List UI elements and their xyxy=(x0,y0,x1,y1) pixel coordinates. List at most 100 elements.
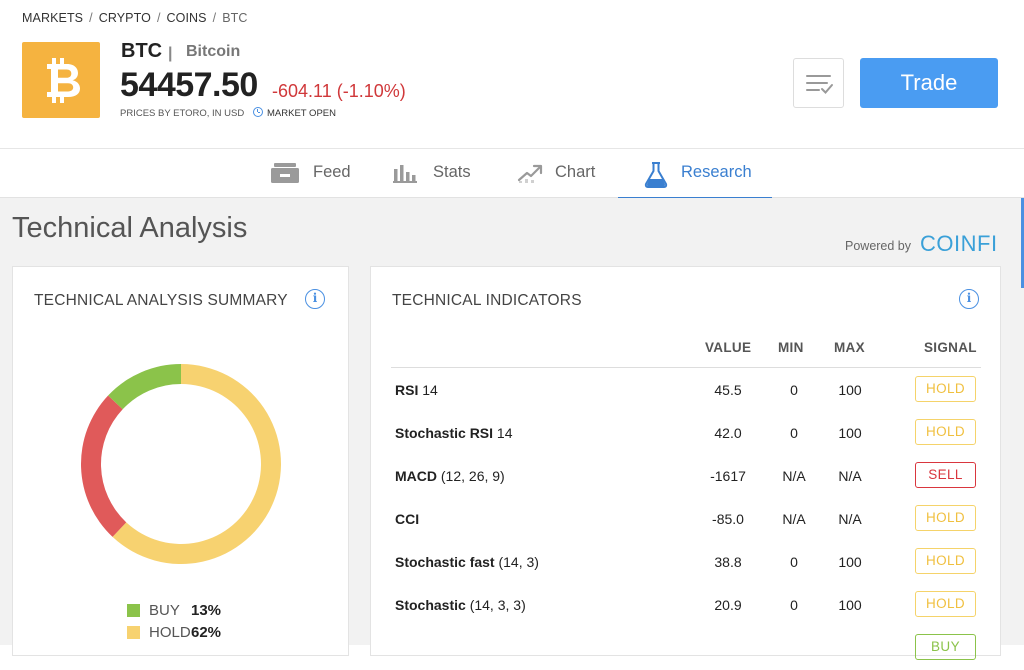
tab-feed-label: Feed xyxy=(313,163,351,181)
indicator-value: -85.0 xyxy=(712,511,744,527)
legend-swatch-buy xyxy=(127,604,140,617)
signal-badge: BUY xyxy=(915,634,976,660)
tab-stats[interactable]: Stats xyxy=(393,149,483,198)
price-change: -604.11 (-1.10%) xyxy=(272,81,406,101)
clock-icon xyxy=(253,107,263,117)
table-row: RSI 14 45.5 0 100 HOLD xyxy=(371,369,1002,412)
indicator-max: 100 xyxy=(838,382,862,398)
analysis-summary-card: TECHNICAL ANALYSIS SUMMARY i BUY 13% HOL… xyxy=(12,266,349,656)
feed-icon xyxy=(271,163,299,183)
indicator-name-main: Stochastic RSI xyxy=(395,425,494,441)
bitcoin-logo-icon xyxy=(22,42,100,118)
tab-feed[interactable]: Feed xyxy=(270,149,360,198)
flask-icon xyxy=(644,162,668,188)
tab-chart-label: Chart xyxy=(555,163,596,181)
breadcrumb-btc: BTC xyxy=(222,11,248,25)
signal-badge: SELL xyxy=(915,462,976,488)
indicator-name-main: MACD xyxy=(395,468,437,484)
trade-button[interactable]: Trade xyxy=(860,58,998,108)
indicator-max: N/A xyxy=(838,468,862,484)
table-divider xyxy=(391,367,981,368)
indicator-min: 0 xyxy=(790,382,798,398)
ticker-divider: | xyxy=(168,45,173,62)
donut-segment-buy xyxy=(108,364,181,410)
indicator-min: 0 xyxy=(790,554,798,570)
info-icon[interactable]: i xyxy=(959,289,979,309)
indicator-max: 100 xyxy=(838,425,862,441)
watchlist-check-icon xyxy=(806,75,833,94)
signal-badge: HOLD xyxy=(915,376,976,402)
donut-segment-hold xyxy=(112,364,281,564)
indicator-name-main: RSI xyxy=(395,382,419,398)
watchlist-button[interactable] xyxy=(793,58,844,108)
page-title: Technical Analysis xyxy=(12,212,248,244)
indicator-min: N/A xyxy=(782,511,806,527)
indicator-value: 45.5 xyxy=(714,382,742,398)
signal-badge: HOLD xyxy=(915,548,976,574)
price-source-note: PRICES BY ETORO, IN USD xyxy=(120,108,245,119)
coinfi-logo[interactable]: COINFI xyxy=(920,231,998,256)
section-tabs: Feed Stats Chart Research xyxy=(0,148,1024,199)
indicator-value: 42.0 xyxy=(714,425,742,441)
summary-donut-chart xyxy=(81,364,281,564)
table-row: Stochastic fast (14, 3) 38.8 0 100 HOLD xyxy=(371,541,1002,584)
breadcrumb-markets[interactable]: MARKETS xyxy=(22,11,84,25)
indicator-max: 100 xyxy=(838,554,862,570)
table-row: Stochastic (14, 3, 3) 20.9 0 100 HOLD xyxy=(371,584,1002,627)
breadcrumb-separator: / xyxy=(156,11,161,25)
indicator-params: 14 xyxy=(493,425,513,441)
indicator-name: Stochastic RSI 14 xyxy=(395,425,513,441)
indicator-params: (12, 26, 9) xyxy=(437,468,505,484)
chart-icon xyxy=(517,164,543,183)
indicator-name: CCI xyxy=(395,511,419,527)
info-icon[interactable]: i xyxy=(305,289,325,309)
donut-segment-sell xyxy=(81,395,127,537)
breadcrumb-separator: / xyxy=(212,11,217,25)
tab-research-label: Research xyxy=(681,163,752,181)
tab-stats-label: Stats xyxy=(433,163,471,181)
legend-swatch-hold xyxy=(127,626,140,639)
table-row: CCI -85.0 N/A N/A HOLD xyxy=(371,498,1002,541)
market-status-label: MARKET OPEN xyxy=(267,108,336,119)
indicator-name: RSI 14 xyxy=(395,382,438,398)
indicator-value: 20.9 xyxy=(714,597,742,613)
breadcrumb: MARKETS / CRYPTO / COINS / BTC xyxy=(22,11,248,25)
table-row: BUY xyxy=(371,627,1002,670)
asset-ticker: BTC xyxy=(121,40,163,62)
tab-chart[interactable]: Chart xyxy=(517,149,607,198)
powered-by-label: Powered by xyxy=(845,239,912,253)
summary-title: TECHNICAL ANALYSIS SUMMARY xyxy=(34,292,288,309)
column-header-value: VALUE xyxy=(705,340,752,355)
column-header-min: MIN xyxy=(778,340,804,355)
column-header-signal: SIGNAL xyxy=(924,340,977,355)
indicator-name: Stochastic (14, 3, 3) xyxy=(395,597,526,613)
indicator-name: Stochastic fast (14, 3) xyxy=(395,554,539,570)
breadcrumb-coins[interactable]: COINS xyxy=(166,11,207,25)
indicator-value: -1617 xyxy=(710,468,746,484)
indicator-value: 38.8 xyxy=(714,554,742,570)
legend-pct-buy: 13% xyxy=(191,602,222,619)
stats-icon xyxy=(393,165,417,183)
indicator-name: MACD (12, 26, 9) xyxy=(395,468,505,484)
indicator-name-main: Stochastic xyxy=(395,597,466,613)
table-row: Stochastic RSI 14 42.0 0 100 HOLD xyxy=(371,412,1002,455)
legend-pct-hold: 62% xyxy=(191,624,222,641)
scrollbar[interactable] xyxy=(1021,198,1024,288)
asset-header: MARKETS / CRYPTO / COINS / BTC BTC | Bitcoin 5… xyxy=(0,0,1024,148)
indicator-min: 0 xyxy=(790,425,798,441)
technical-indicators-card: TECHNICAL INDICATORS i VALUE MIN MAX SIG… xyxy=(370,266,1002,660)
indicator-params: 14 xyxy=(418,382,438,398)
tab-research[interactable]: Research xyxy=(618,149,772,199)
research-content: Technical Analysis Powered by COINFI TEC… xyxy=(0,198,1024,660)
indicator-max: 100 xyxy=(838,597,862,613)
breadcrumb-separator: / xyxy=(89,11,93,25)
signal-badge: HOLD xyxy=(915,419,976,445)
indicator-name-main: Stochastic fast xyxy=(395,554,495,570)
legend-label-hold: HOLD xyxy=(149,624,191,641)
legend-label-buy: BUY xyxy=(149,602,180,619)
column-header-max: MAX xyxy=(834,340,865,355)
market-status: MARKET OPEN xyxy=(253,108,336,119)
indicator-max: N/A xyxy=(838,511,862,527)
table-row: MACD (12, 26, 9) -1617 N/A N/A SELL xyxy=(371,455,1002,498)
breadcrumb-crypto[interactable]: CRYPTO xyxy=(98,11,151,25)
